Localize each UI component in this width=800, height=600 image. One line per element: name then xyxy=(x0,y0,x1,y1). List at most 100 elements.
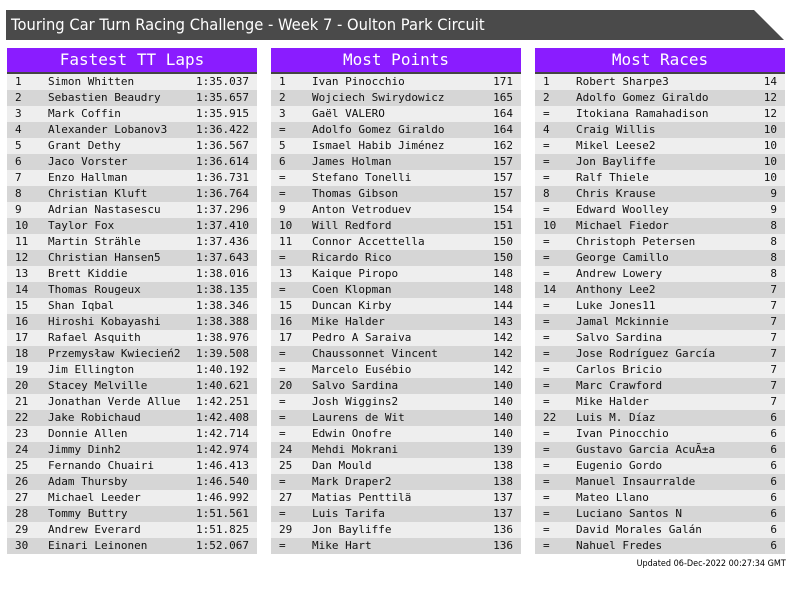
table-row: = Eugenio Gordo 6 xyxy=(535,458,785,474)
driver-name-cell: Ricardo Rico xyxy=(312,251,392,264)
rank-cell: 28 xyxy=(15,507,29,520)
table-row: 21 Jonathan Verde Allue 1:42.251 xyxy=(7,394,257,410)
driver-name-cell: Mike Hart xyxy=(312,539,372,552)
table-row: 2 Sebastien Beaudry 1:35.657 xyxy=(7,90,257,106)
driver-name-cell: Enzo Hallman xyxy=(48,171,128,184)
value-cell: 1:38.976 xyxy=(196,331,249,344)
rank-cell: = xyxy=(279,187,286,200)
value-cell: 140 xyxy=(493,395,513,408)
driver-name-cell: Brett Kiddie xyxy=(48,267,128,280)
rank-cell: = xyxy=(543,235,550,248)
rank-cell: 25 xyxy=(279,459,293,472)
value-cell: 8 xyxy=(770,267,777,280)
value-cell: 7 xyxy=(770,379,777,392)
driver-name-cell: Kaique Piropo xyxy=(312,267,399,280)
table-row: = Ralf Thiele 10 xyxy=(535,170,785,186)
driver-name-cell: Taylor Fox xyxy=(48,219,115,232)
driver-name-cell: Chris Krause xyxy=(576,187,656,200)
table-row: 4 Alexander Lobanov3 1:36.422 xyxy=(7,122,257,138)
rank-cell: 2 xyxy=(15,91,22,104)
value-cell: 164 xyxy=(493,107,513,120)
value-cell: 1:38.135 xyxy=(196,283,249,296)
value-cell: 136 xyxy=(493,523,513,536)
rank-cell: 10 xyxy=(15,219,29,232)
table-row: 9 Anton Vetroduev 154 xyxy=(271,202,521,218)
driver-name-cell: Connor Accettella xyxy=(312,235,425,248)
rank-cell: = xyxy=(279,395,286,408)
rank-cell: 17 xyxy=(15,331,29,344)
value-cell: 140 xyxy=(493,427,513,440)
value-cell: 1:37.296 xyxy=(196,203,249,216)
rank-cell: = xyxy=(279,123,286,136)
table-row: 8 Chris Krause 9 xyxy=(535,186,785,202)
table-row: 1 Simon Whitten 1:35.037 xyxy=(7,74,257,90)
value-cell: 1:42.974 xyxy=(196,443,249,456)
table-row: = Christoph Petersen 8 xyxy=(535,234,785,250)
value-cell: 143 xyxy=(493,315,513,328)
driver-name-cell: Stacey Melville xyxy=(48,379,148,392)
value-cell: 7 xyxy=(770,299,777,312)
value-cell: 137 xyxy=(493,491,513,504)
table-heading: Most Races xyxy=(535,48,785,74)
value-cell: 150 xyxy=(493,251,513,264)
rank-cell: 1 xyxy=(543,75,550,88)
driver-name-cell: Ismael Habib Jiménez xyxy=(312,139,445,152)
value-cell: 6 xyxy=(770,507,777,520)
rank-cell: 17 xyxy=(279,331,293,344)
driver-name-cell: Mark Coffin xyxy=(48,107,121,120)
table-row: = Marc Crawford 7 xyxy=(535,378,785,394)
driver-name-cell: Ralf Thiele xyxy=(576,171,649,184)
table-row: = Luis Tarifa 137 xyxy=(271,506,521,522)
table-row: 11 Martin Strähle 1:37.436 xyxy=(7,234,257,250)
table-row: 28 Tommy Buttry 1:51.561 xyxy=(7,506,257,522)
driver-name-cell: Robert Sharpe3 xyxy=(576,75,669,88)
table-row: 2 Adolfo Gomez Giraldo 12 xyxy=(535,90,785,106)
table-row: 16 Mike Halder 143 xyxy=(271,314,521,330)
value-cell: 7 xyxy=(770,395,777,408)
driver-name-cell: Mike Halder xyxy=(312,315,385,328)
table-row: 24 Mehdi Mokrani 139 xyxy=(271,442,521,458)
driver-name-cell: Luis Tarifa xyxy=(312,507,385,520)
driver-name-cell: Adam Thursby xyxy=(48,475,128,488)
rank-cell: 1 xyxy=(279,75,286,88)
rank-cell: 26 xyxy=(15,475,29,488)
value-cell: 1:35.657 xyxy=(196,91,249,104)
table-row: 5 Grant Dethy 1:36.567 xyxy=(7,138,257,154)
rank-cell: = xyxy=(279,283,286,296)
value-cell: 9 xyxy=(770,187,777,200)
driver-name-cell: Fernando Chuairi xyxy=(48,459,154,472)
driver-name-cell: Christian Kluft xyxy=(48,187,148,200)
rank-cell: = xyxy=(543,427,550,440)
driver-name-cell: Hiroshi Kobayashi xyxy=(48,315,161,328)
rank-cell: 16 xyxy=(279,315,293,328)
rank-cell: 6 xyxy=(15,155,22,168)
rank-cell: 4 xyxy=(543,123,550,136)
table-row: 9 Adrian Nastasescu 1:37.296 xyxy=(7,202,257,218)
rank-cell: 20 xyxy=(15,379,29,392)
driver-name-cell: George Camillo xyxy=(576,251,669,264)
driver-name-cell: Nahuel Fredes xyxy=(576,539,663,552)
value-cell: 7 xyxy=(770,331,777,344)
value-cell: 1:38.346 xyxy=(196,299,249,312)
rank-cell: 24 xyxy=(279,443,293,456)
driver-name-cell: Luis M. Díaz xyxy=(576,411,656,424)
table-row: = Ivan Pinocchio 6 xyxy=(535,426,785,442)
value-cell: 1:46.992 xyxy=(196,491,249,504)
rank-cell: = xyxy=(543,507,550,520)
driver-name-cell: Will Redford xyxy=(312,219,392,232)
value-cell: 7 xyxy=(770,315,777,328)
value-cell: 139 xyxy=(493,443,513,456)
rank-cell: 27 xyxy=(279,491,293,504)
driver-name-cell: Salvo Sardina xyxy=(576,331,663,344)
driver-name-cell: Christian Hansen5 xyxy=(48,251,161,264)
driver-name-cell: Stefano Tonelli xyxy=(312,171,412,184)
table-row: = David Morales Galán 6 xyxy=(535,522,785,538)
table-row: 8 Christian Kluft 1:36.764 xyxy=(7,186,257,202)
rank-cell: = xyxy=(543,251,550,264)
rank-cell: 24 xyxy=(15,443,29,456)
rank-cell: 9 xyxy=(279,203,286,216)
rank-cell: = xyxy=(543,155,550,168)
table-row: 10 Taylor Fox 1:37.410 xyxy=(7,218,257,234)
table-row: 27 Matias Penttilä 137 xyxy=(271,490,521,506)
rank-cell: 21 xyxy=(15,395,29,408)
